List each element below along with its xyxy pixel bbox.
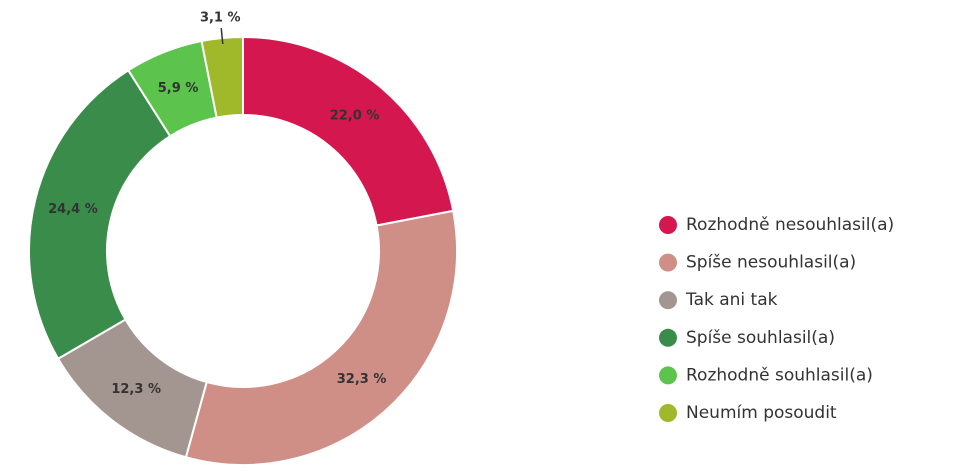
donut-slice [28,68,172,361]
value-label: 3,1 % [200,11,241,26]
value-label: 22,0 % [330,109,380,124]
value-label: 32,3 % [337,372,387,387]
legend-swatch [659,253,677,272]
legend-label: Tak ani tak [685,290,778,310]
legend-label: Rozhodně nesouhlasil(a) [686,215,894,235]
value-label: 24,4 % [48,202,98,217]
donut-slice [200,35,244,119]
value-label: 12,3 % [111,382,161,397]
legend-swatch [659,328,677,347]
value-label: 5,9 % [158,81,199,96]
legend-label: Neumím posoudit [686,403,837,423]
legend-label: Spíše nesouhlasil(a) [686,253,856,273]
leader-line [220,27,224,45]
donut-slice [242,35,455,227]
legend-swatch [659,216,677,234]
donut-slice [184,209,458,466]
legend-label: Rozhodně souhlasil(a) [686,365,873,385]
legend-label: Spíše souhlasil(a) [686,328,835,348]
legend-swatch [659,291,677,310]
legend-swatch [659,366,677,385]
legend-swatch [659,404,677,422]
